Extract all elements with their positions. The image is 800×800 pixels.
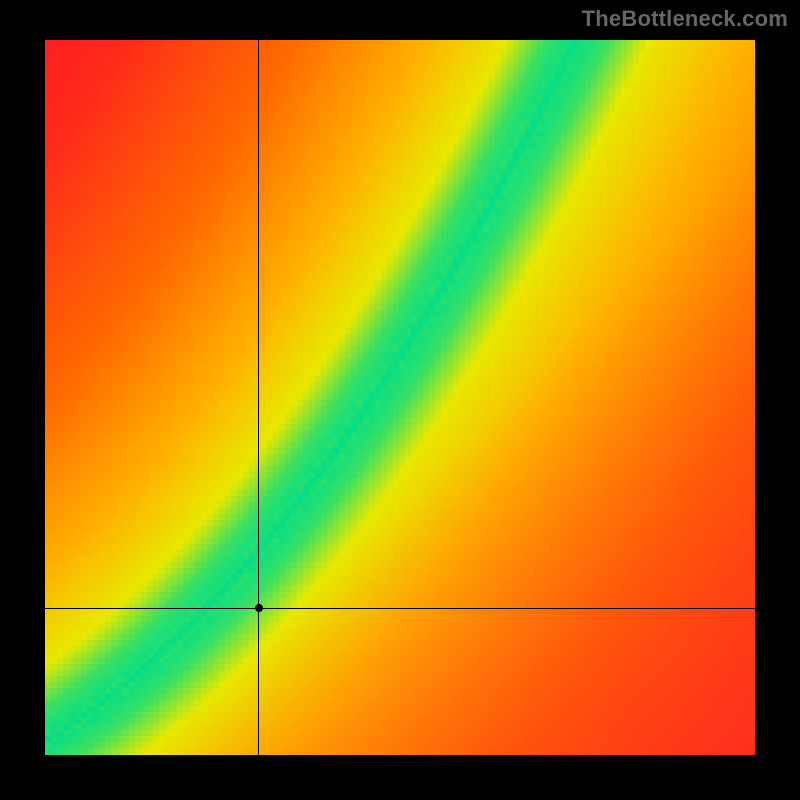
chart-frame: TheBottleneck.com [0,0,800,800]
plot-area [45,40,755,755]
bottleneck-heatmap [45,40,755,755]
crosshair-horizontal [45,608,755,609]
crosshair-vertical [258,40,259,755]
attribution-text: TheBottleneck.com [582,6,788,32]
